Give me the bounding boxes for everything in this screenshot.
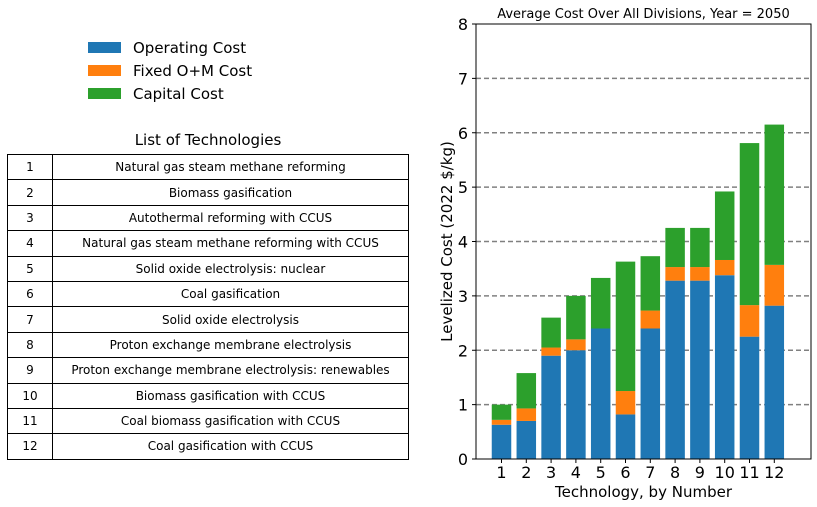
bar-segment-operating [615,414,636,459]
bar-segment-capital [615,261,636,392]
y-tick-label: 7 [458,69,468,88]
legend-swatch [88,42,121,53]
technology-number: 3 [7,204,53,232]
technology-list-title: List of Technologies [134,131,282,149]
y-axis-label: Levelized Cost (2022 $/kg) [438,141,456,342]
x-tick-label: 1 [496,463,506,482]
bar-segment-fixed-om [714,259,735,276]
bar-segment-fixed-om [690,267,710,281]
bar-segment-capital [590,277,611,329]
x-tick-label: 8 [670,463,680,482]
x-tick-label: 5 [596,463,606,482]
y-tick-label: 4 [458,233,468,252]
x-tick-label: 9 [695,463,705,482]
technology-name: Coal gasification with CCUS [52,433,409,460]
bar-segment-operating [541,355,561,459]
bar-segment-capital [739,143,760,306]
bar-segment-capital [764,124,785,265]
bar-segment-fixed-om [615,391,636,415]
bar-segment-operating [590,328,611,459]
table-row: 2 Biomass gasification [7,179,409,206]
table-row: 3 Autothermal reforming with CCUS [7,204,409,232]
bar-segment-capital [690,227,710,268]
legend-label: Operating Cost [133,38,247,57]
legend-item: Capital Cost [88,82,252,105]
y-tick-label: 5 [458,178,468,197]
technology-name: Biomass gasification [52,179,409,206]
technology-list-table: 1 Natural gas steam methane reforming 2 Bio… [7,153,409,460]
technology-number: 6 [7,280,53,308]
bar-segment-operating [690,280,710,459]
table-row: 8 Proton exchange membrane electrolysis [7,331,409,359]
bar-segment-capital [516,373,537,409]
y-tick-label: 6 [458,124,468,143]
technology-name: Biomass gasification with CCUS [52,382,409,409]
x-tick-label: 7 [645,463,655,482]
chart-title: Average Cost Over All Divisions, Year = … [497,7,790,22]
x-tick-label: 11 [739,463,759,482]
technology-name: Coal gasification [52,280,409,308]
x-tick-label: 10 [715,463,735,482]
y-tick-label: 1 [458,396,468,415]
table-row: 1 Natural gas steam methane reforming [7,153,409,181]
technology-number: 2 [7,179,53,206]
technology-number: 12 [7,433,53,460]
bar-segment-capital [541,317,561,348]
technology-name: Solid oxide electrolysis: nuclear [52,255,409,282]
bar-segment-fixed-om [640,310,661,329]
technology-name: Autothermal reforming with CCUS [52,204,409,232]
bar-segment-fixed-om [516,408,537,421]
y-tick-label: 0 [458,450,468,469]
table-row: 12 Coal gasification with CCUS [7,433,409,460]
bar-segment-capital [640,256,661,311]
legend-item: Fixed O+M Cost [88,59,252,82]
table-row: 9 Proton exchange membrane electrolysis: … [7,357,409,384]
bar-segment-capital [566,295,586,340]
x-tick-label: 4 [571,463,581,482]
bar-segment-operating [764,305,785,459]
table-row: 6 Coal gasification [7,280,409,308]
bar-segment-operating [665,280,685,459]
bar-segment-fixed-om [541,347,561,356]
technology-name: Proton exchange membrane electrolysis [52,331,409,359]
bar-segment-capital [491,404,512,420]
technology-number: 11 [7,407,53,435]
y-tick-label: 8 [458,15,468,34]
legend-swatch [88,65,121,76]
chart-legend: Operating Cost Fixed O+M Cost Capital Cost [88,36,252,105]
bar-segment-operating [739,336,760,459]
x-tick-label: 12 [764,463,784,482]
bar-segment-operating [640,328,661,459]
bar-segment-fixed-om [665,267,685,281]
bar-segment-capital [714,191,735,260]
x-tick-label: 2 [521,463,531,482]
technology-number: 5 [7,255,53,282]
technology-number: 4 [7,230,53,257]
legend-swatch [88,88,121,99]
bar-segment-operating [516,420,537,459]
bar-segment-capital [665,227,685,268]
legend-item: Operating Cost [88,36,252,59]
bar-segment-operating [566,350,586,459]
x-axis-label: Technology, by Number [554,483,733,501]
bar-segment-operating [491,424,512,459]
bar-segment-fixed-om [566,339,586,351]
y-tick-label: 2 [458,341,468,360]
table-row: 5 Solid oxide electrolysis: nuclear [7,255,409,282]
table-row: 10 Biomass gasification with CCUS [7,382,409,409]
bar-segment-fixed-om [491,419,512,425]
x-tick-label: 6 [620,463,630,482]
bar-segment-fixed-om [739,305,760,337]
legend-label: Capital Cost [133,84,224,103]
bar-segment-fixed-om [764,264,785,306]
legend-label: Fixed O+M Cost [133,61,253,80]
bar-segment-operating [714,275,735,459]
x-tick-label: 3 [546,463,556,482]
technology-name: Proton exchange membrane electrolysis: r… [52,357,409,384]
y-tick-label: 3 [458,287,468,306]
